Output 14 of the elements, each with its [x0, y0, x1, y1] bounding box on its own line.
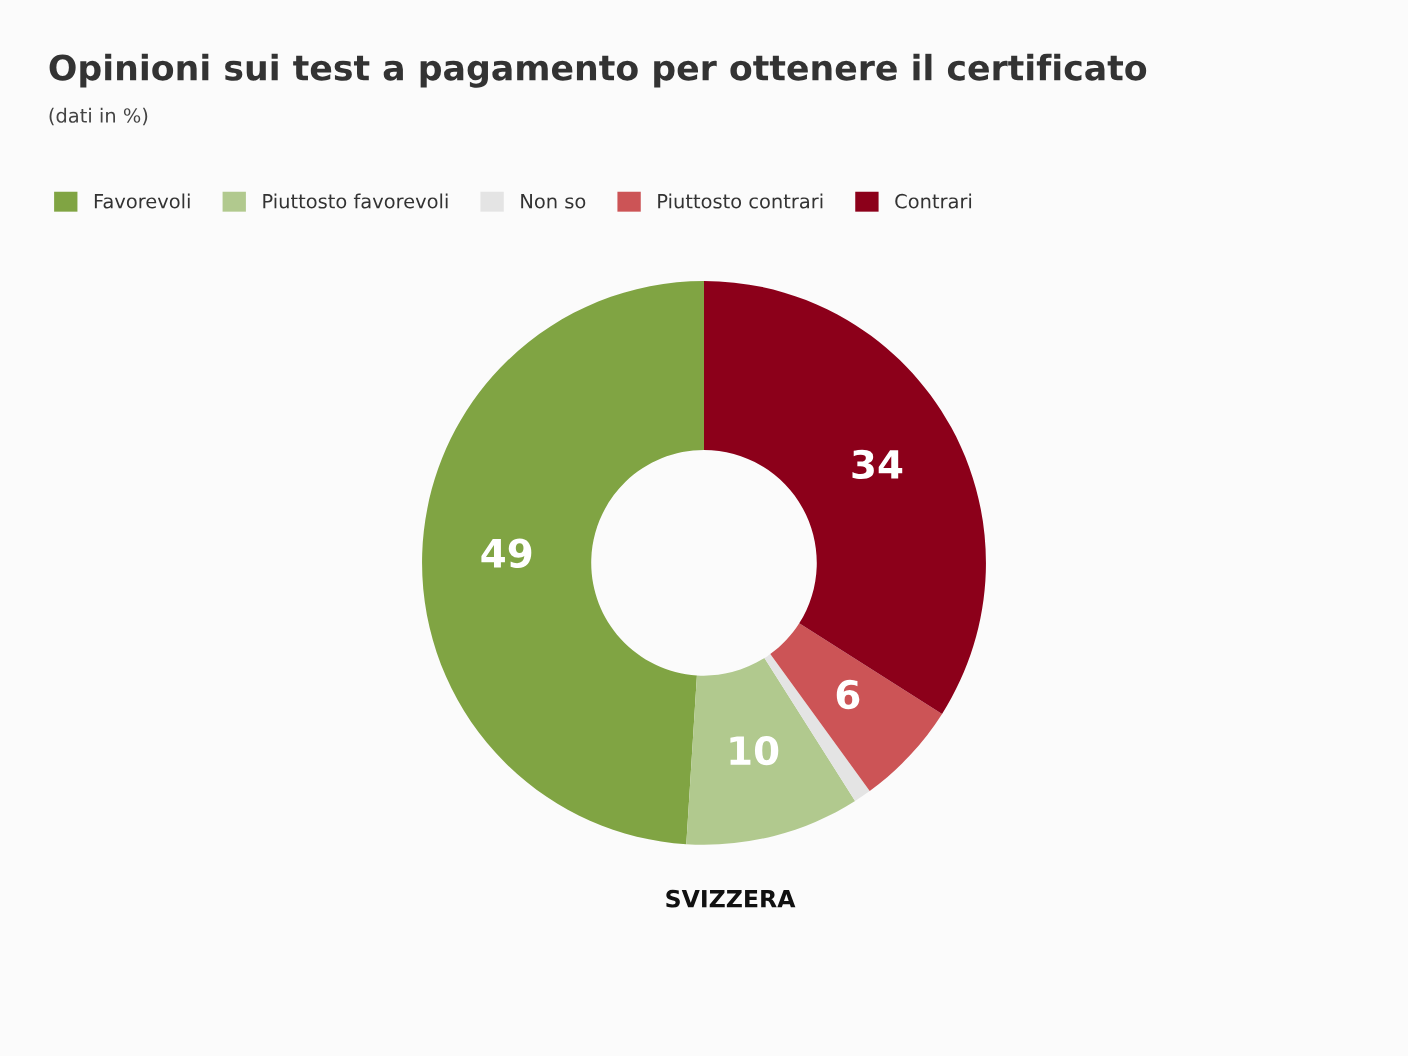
data-label: 6: [836, 679, 860, 710]
data-label: 10: [730, 735, 779, 766]
legend-label: Piuttosto favorevoli: [263, 193, 448, 209]
legend-label: Favorevoli: [94, 193, 190, 209]
legend-label: Piuttosto contrari: [658, 193, 823, 209]
chart-title: Opinioni sui test a pagamento per ottenere il certificato: [49, 53, 1147, 88]
legend-label: Non so: [521, 194, 586, 209]
data-label: 49: [481, 538, 532, 568]
data-label: 34: [852, 449, 903, 480]
donut-slice: [422, 280, 704, 845]
chart-subtitle: (dati in %): [49, 107, 148, 126]
legend-label: Contrari: [895, 193, 972, 209]
text: SVIZZERA: [666, 889, 796, 908]
donut-slice: [704, 280, 986, 714]
